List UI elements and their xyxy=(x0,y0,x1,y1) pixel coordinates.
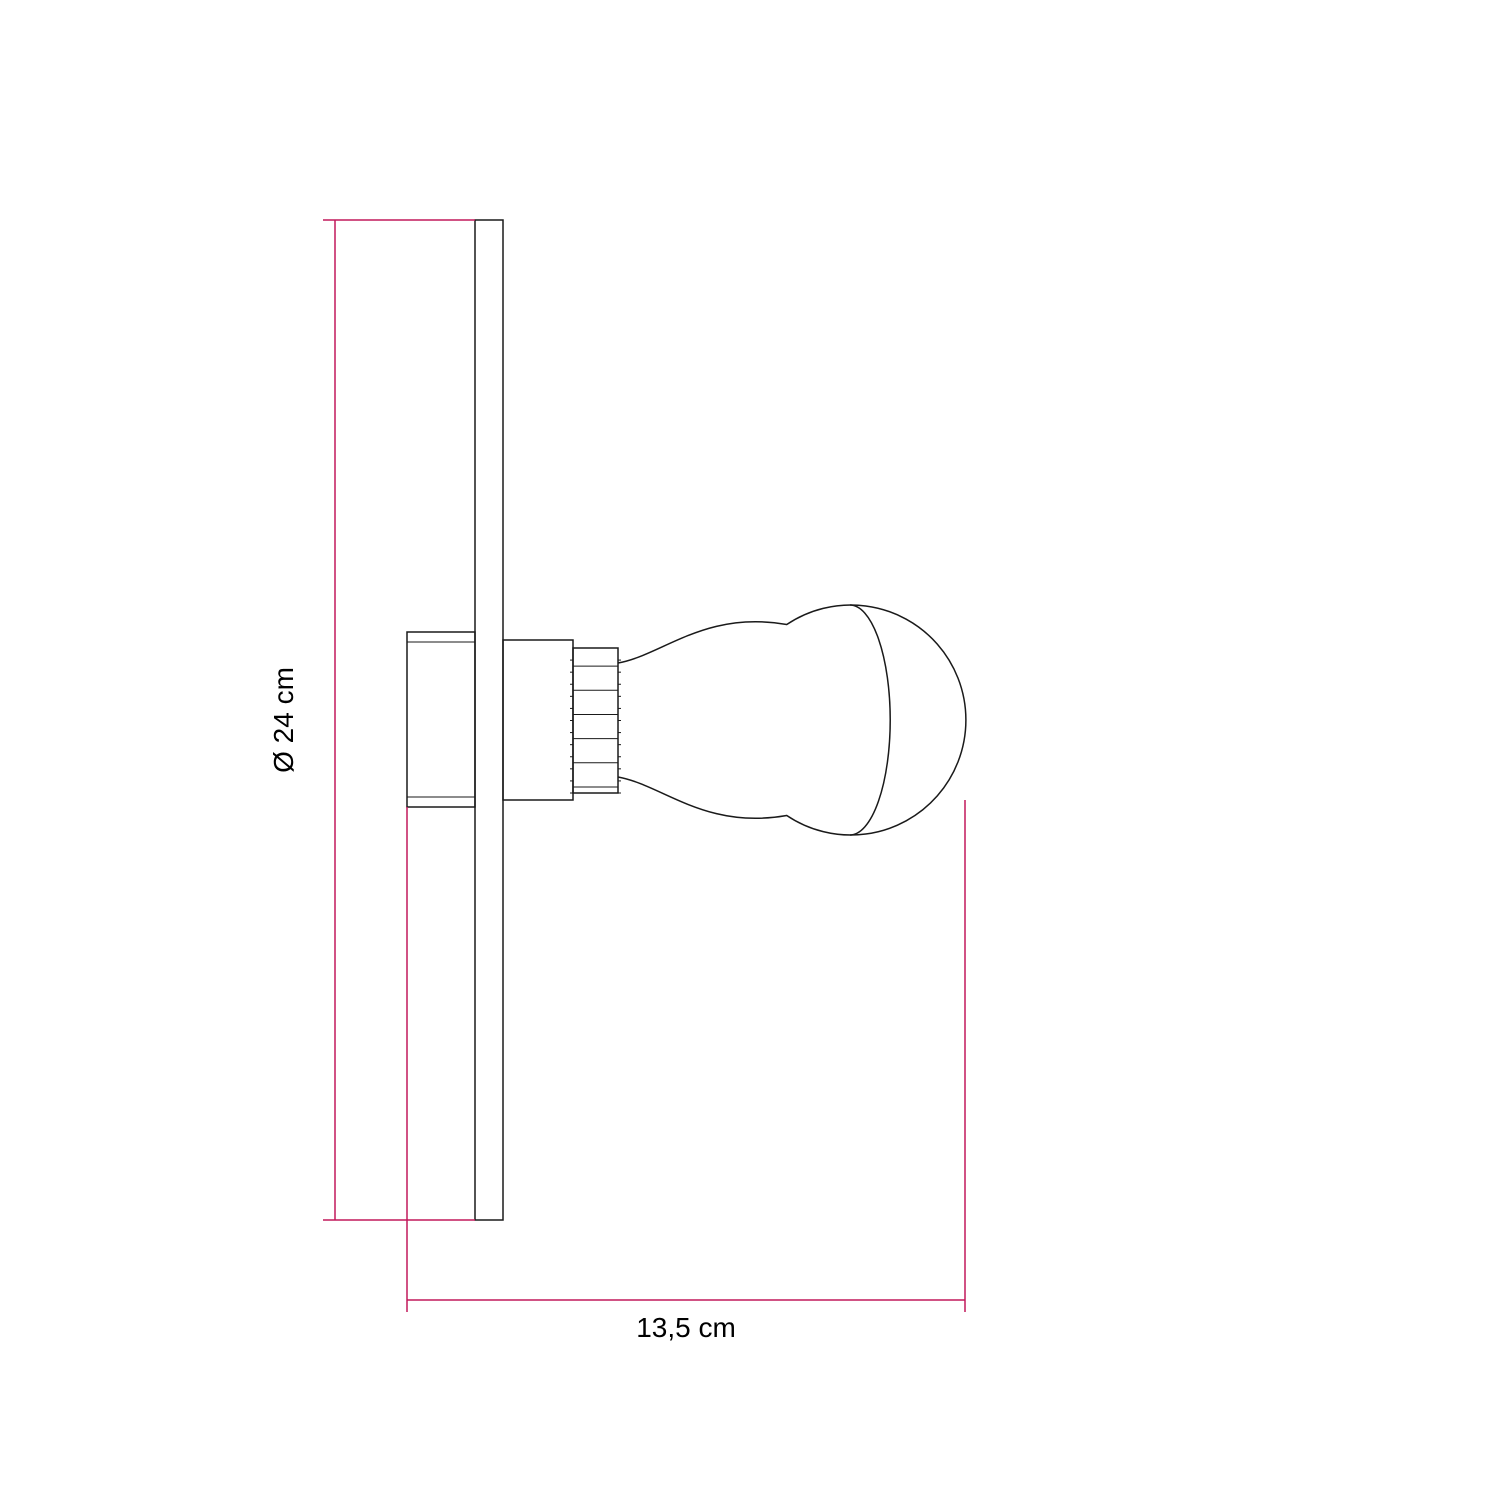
technical-drawing-svg xyxy=(0,0,1500,1500)
drawing-canvas: Ø 24 cm 13,5 cm xyxy=(0,0,1500,1500)
height-dimension-label: Ø 24 cm xyxy=(268,667,300,773)
depth-dimension-label: 13,5 cm xyxy=(636,1312,736,1344)
